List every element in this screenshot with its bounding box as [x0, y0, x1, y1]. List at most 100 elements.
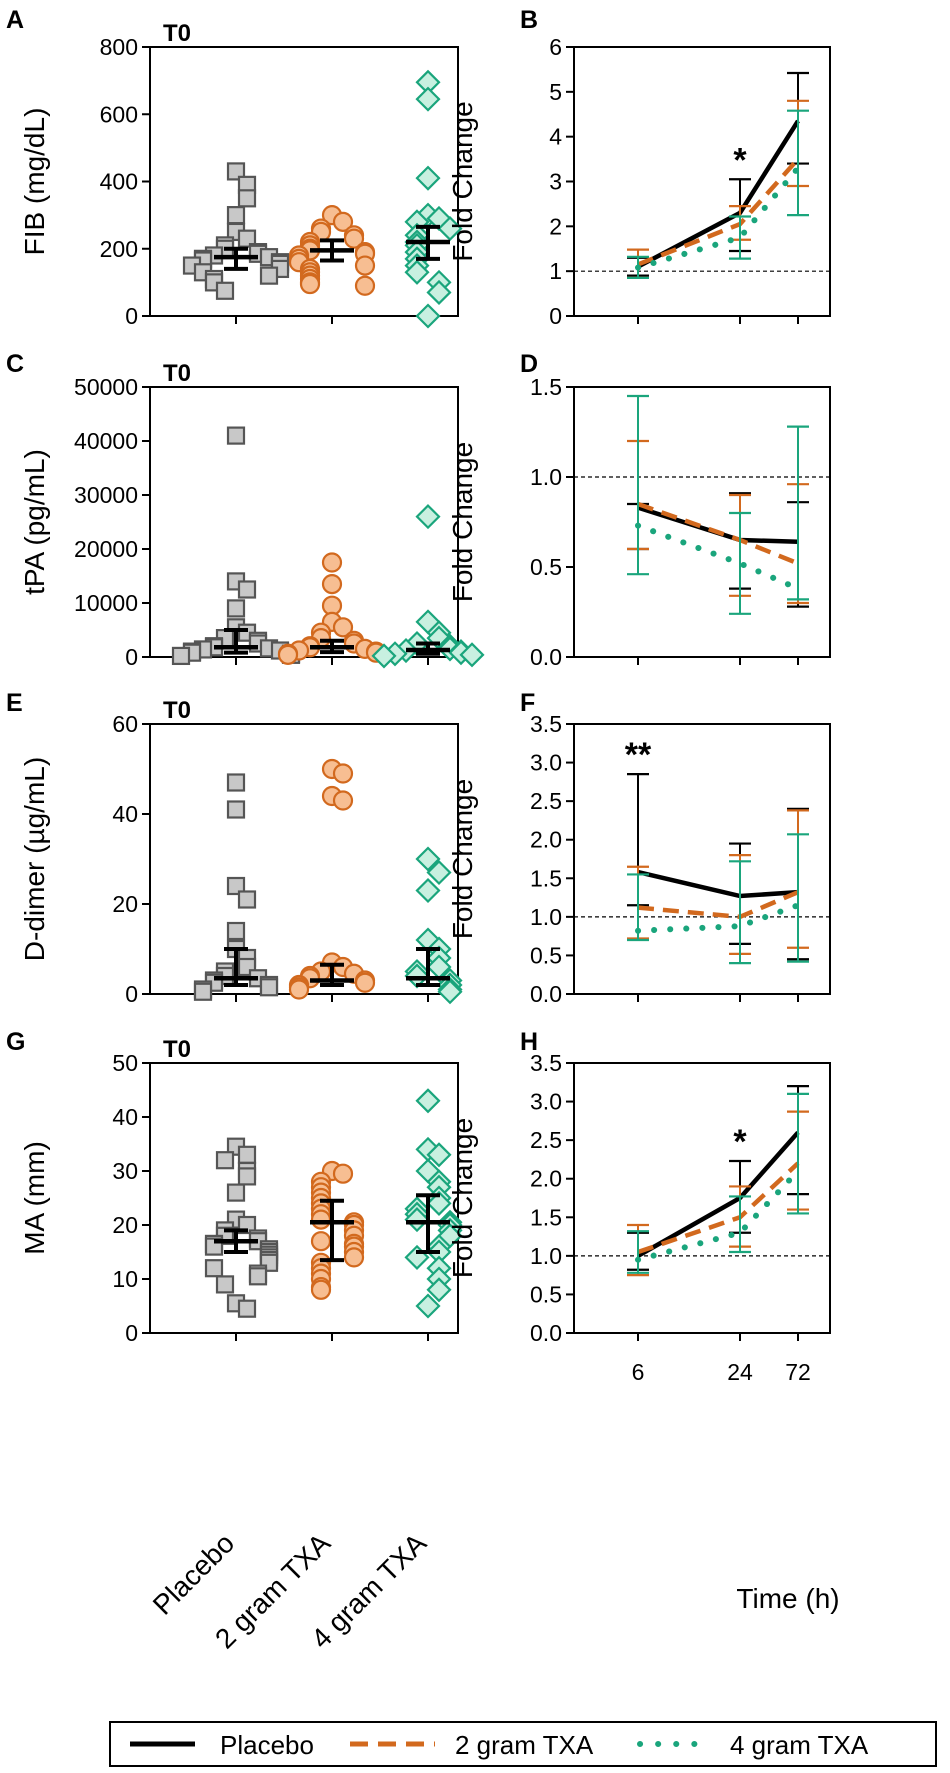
- data-point: [310, 1279, 332, 1300]
- data-point: [204, 1259, 224, 1278]
- group-4g: [404, 846, 463, 1005]
- panel-letter-a: A: [6, 6, 24, 34]
- y-tick-label: 2.5: [530, 788, 562, 814]
- panel-e: E 0 20 40 60 D-dimer (µg/mL) T0: [6, 689, 463, 1007]
- series-line: [635, 902, 801, 934]
- y-tick-label: 1.5: [530, 1204, 562, 1230]
- y-axis-label: D-dimer (µg/mL): [19, 757, 50, 961]
- data-point: [332, 1163, 354, 1184]
- data-point: [332, 617, 354, 638]
- y-tick-label: 400: [100, 169, 138, 195]
- y-tick-label: 2: [549, 213, 562, 239]
- panel-letter-c: C: [6, 350, 24, 378]
- y-tick-label: 0: [125, 981, 138, 1007]
- time-axis-label: Time (h): [736, 1583, 839, 1614]
- legend-box: [109, 1721, 937, 1767]
- data-point: [193, 982, 213, 1001]
- data-point: [415, 846, 441, 872]
- data-point: [226, 876, 246, 896]
- y-tick-label: 1: [549, 258, 562, 284]
- y-tick-label: 5: [549, 79, 562, 105]
- data-point: [415, 1293, 441, 1319]
- group-placebo: [204, 1137, 279, 1318]
- series-placebo: [627, 492, 809, 608]
- y-tick-label: 2.0: [530, 1166, 562, 1192]
- plot-frame: [149, 386, 459, 658]
- data-point: [226, 800, 246, 819]
- data-point: [332, 763, 354, 784]
- y-tick-label: 0: [125, 303, 138, 329]
- y-tick-label: 1.5: [530, 374, 562, 400]
- data-point: [415, 165, 441, 191]
- y-tick-label: 20: [112, 891, 138, 917]
- data-point: [321, 573, 343, 595]
- data-point: [259, 266, 279, 285]
- series-4g: [627, 1092, 809, 1274]
- panel-title-t0: T0: [163, 20, 191, 47]
- data-point: [237, 890, 257, 909]
- legend-label-2g: 2 gram TXA: [455, 1730, 594, 1760]
- panel-h: H 0.0 0.5 1.0 1.5 2.0 2.5 3.0 3.5 Fold Change 6 24 7…: [447, 1028, 831, 1385]
- data-point: [415, 303, 441, 329]
- data-point: [343, 228, 365, 249]
- y-tick-label: 40000: [74, 428, 138, 454]
- y-tick-label: 3.0: [530, 750, 562, 776]
- y-tick-label: 1.0: [530, 904, 562, 930]
- group-2g: [288, 758, 376, 1000]
- group-4g: [404, 1088, 463, 1319]
- plot-frame: [573, 386, 831, 658]
- data-point: [215, 281, 235, 300]
- y-tick-label: 30000: [74, 482, 138, 508]
- data-point: [415, 86, 441, 112]
- y-tick-label: 0.5: [530, 554, 562, 580]
- plot-frame: [573, 46, 831, 317]
- y-tick-label: 2.0: [530, 827, 562, 853]
- data-point: [237, 1299, 257, 1318]
- data-point: [226, 773, 246, 792]
- y-axis-label: Fold Change: [447, 1118, 478, 1278]
- y-tick-label: 0.5: [530, 1281, 562, 1307]
- y-axis-label: Fold Change: [447, 101, 478, 261]
- data-point: [248, 1267, 268, 1286]
- series-2g: [627, 439, 809, 605]
- data-point: [437, 979, 463, 1005]
- data-point: [259, 978, 279, 997]
- group-placebo: [182, 162, 290, 300]
- y-tick-label: 0: [125, 1320, 138, 1346]
- series-4g: [627, 109, 809, 279]
- data-point: [321, 552, 343, 573]
- y-tick-label: 10: [112, 1266, 138, 1292]
- category-label-placebo: Placebo: [147, 1527, 240, 1620]
- y-tick-label: 50: [112, 1050, 138, 1076]
- significance-marker: *: [733, 141, 747, 179]
- panel-c: C 0 10000 20000 30000 40000 50000 tPA (pg/mL) T0: [6, 350, 485, 670]
- data-point: [237, 580, 257, 599]
- data-point: [426, 1142, 452, 1168]
- series-line: [637, 157, 800, 267]
- series-line: [637, 869, 799, 899]
- legend-label-placebo: Placebo: [220, 1730, 314, 1760]
- y-tick-label: 20: [112, 1212, 138, 1238]
- data-point: [426, 1190, 452, 1216]
- data-point: [226, 426, 246, 445]
- y-tick-label: 3.5: [530, 1050, 562, 1076]
- y-tick-label: 2.5: [530, 1127, 562, 1153]
- data-point: [288, 979, 310, 1000]
- data-point: [215, 1275, 235, 1294]
- data-point: [415, 877, 441, 904]
- y-tick-label: 3: [549, 169, 562, 195]
- panel-b: B 0 1 2 3 4 5 6 Fold Change *: [447, 6, 831, 329]
- y-tick-label: 0: [125, 644, 138, 670]
- data-point: [371, 643, 397, 669]
- data-point: [226, 162, 246, 181]
- category-labels: Placebo 2 gram TXA 4 gram TXA: [147, 1527, 433, 1654]
- y-tick-label: 0.5: [530, 942, 562, 968]
- plot-frame: [573, 1062, 831, 1334]
- y-tick-label: 3.5: [530, 711, 562, 737]
- significance-marker: **: [625, 736, 652, 774]
- data-point: [459, 642, 485, 668]
- y-axis-label: Fold Change: [447, 442, 478, 602]
- panel-title-t0: T0: [163, 697, 191, 724]
- y-tick-label: 60: [112, 711, 138, 737]
